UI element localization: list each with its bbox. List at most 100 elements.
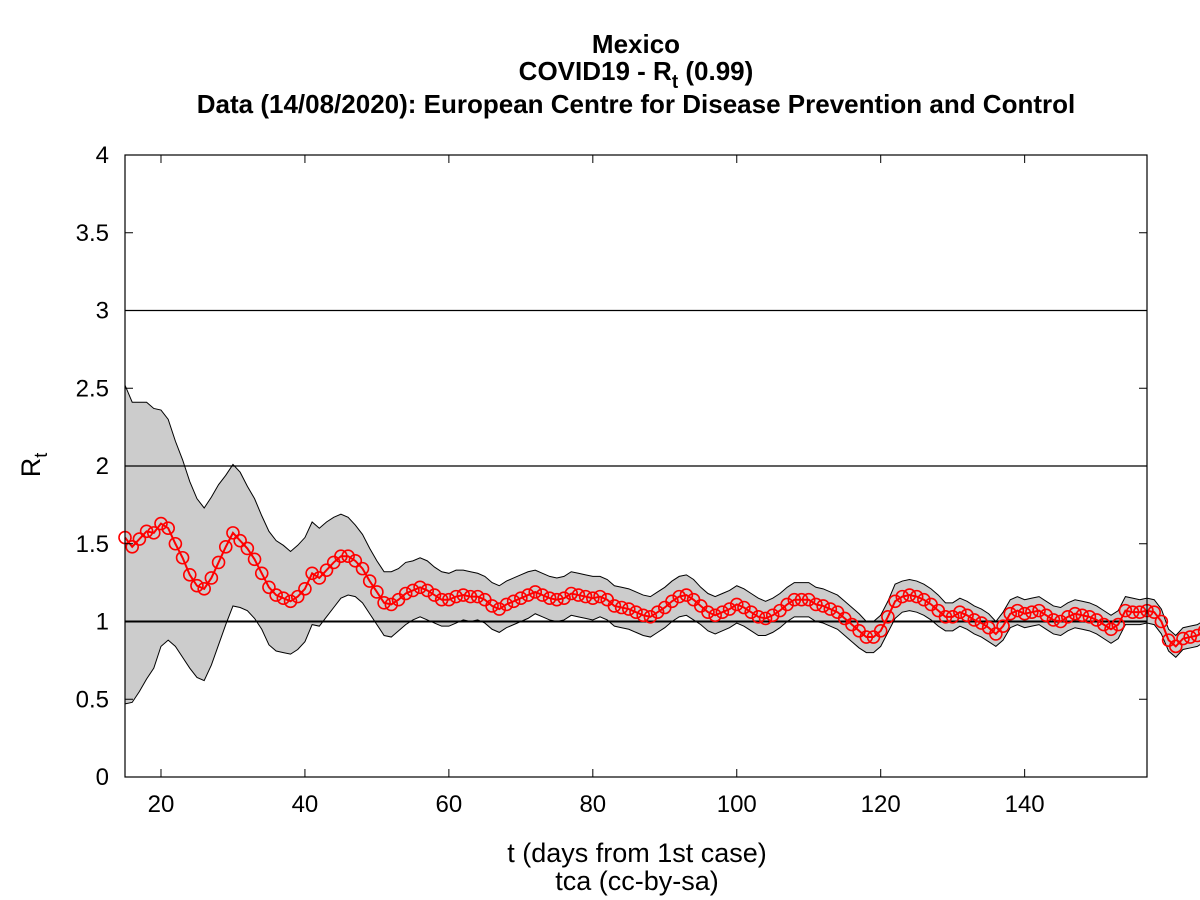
rt-point [485,599,499,613]
rt-point [1003,606,1018,621]
rt-point [629,605,643,619]
x-axis-label: t (days from 1st case) [507,838,767,868]
axes: 0 0.5 1 1.5 2 2.5 3 3.5 4 20 40 60 80 100 120 140 [76,142,1148,818]
rt-point [1097,617,1111,632]
rt-point [341,549,355,563]
rt-point [370,585,384,599]
chart-title-metric-prefix: COVID19 - R [519,56,672,86]
rt-point [211,555,226,570]
rt-point [442,592,456,607]
y-tick-label: 0.5 [76,686,109,713]
rt-point [564,586,579,601]
rt-point [1190,628,1200,643]
rt-point [945,610,960,624]
rt-point [362,574,377,588]
rt-point [1133,605,1147,619]
rt-point [1068,606,1082,621]
rt-point [290,589,305,604]
x-tick-label: 40 [292,791,319,818]
rt-point [715,605,730,619]
rt-point [967,613,982,627]
rt-point [859,630,874,644]
confidence-band [124,384,1200,705]
rt-point [816,599,830,613]
rt-point [1032,603,1046,618]
rt-point [254,566,269,581]
y-tick-label: 2.5 [76,375,109,402]
rt-point [355,561,370,576]
rt-point [125,540,139,554]
rt-point [1147,605,1161,619]
y-tick-label: 3 [96,298,109,325]
rt-point [1176,631,1190,646]
rt-point [1025,605,1039,619]
rt-point [765,608,780,623]
rt-point [974,616,989,630]
rt-point [384,597,399,612]
rt-point [233,533,247,548]
rt-point [132,532,147,546]
rt-point [146,526,161,540]
chart-credit: tca (cc-by-sa) [555,866,719,896]
rt-point [1197,625,1200,636]
y-axis-label: Rt [16,453,51,478]
y-tick-label: 2 [96,453,109,480]
chart-title-metric: COVID19 - Rt (0.99) [519,56,754,93]
rt-point [960,608,974,623]
x-tick-label: 100 [717,791,757,818]
x-tick-label: 120 [861,791,901,818]
rt-point [953,605,967,619]
chart-title-metric-subscript: t [672,72,679,93]
rt-point [550,592,564,607]
rt-point [938,610,953,624]
y-tick-label: 1.5 [76,531,109,558]
rt-point [787,592,802,607]
rt-point [996,619,1010,633]
rt-point [528,585,543,599]
rt-point [542,591,557,605]
chart-title-country: Mexico [592,29,680,59]
x-tick-label: 80 [579,791,606,818]
rt-point [413,580,427,595]
rt-point [881,610,895,624]
rt-point [578,589,593,604]
rt-point [247,552,262,567]
rt-point [737,600,751,615]
x-tick-label: 140 [1005,791,1045,818]
rt-point [434,592,449,607]
rt-point [758,611,773,626]
rt-point [650,605,665,619]
rt-point [909,589,924,604]
rt-point [809,597,823,612]
rt-point [298,582,312,596]
rt-point [535,588,550,602]
rt-point [902,588,917,602]
rt-point [154,516,168,531]
plot-area [118,309,1200,705]
rt-point [665,594,679,609]
y-tick-label: 0 [96,764,109,791]
rt-point [398,586,413,601]
rt-point [708,608,722,623]
rt-point [1104,622,1118,637]
rt-point [499,597,514,612]
rt-point [1111,617,1126,632]
y-tick-label: 1 [96,609,109,636]
chart-title-metric-suffix: (0.99) [678,56,753,86]
rt-point [269,588,283,602]
rt-point [1183,630,1197,644]
rt-point [614,600,629,615]
rt-point [823,602,838,616]
rt-series-line [124,522,1200,648]
rt-point [406,583,420,598]
rt-point [521,588,535,602]
rt-point [492,602,507,616]
rt-point [1082,610,1097,624]
rt-point [240,541,255,556]
rt-point [175,550,190,565]
y-axis-label-main: R [16,458,46,478]
rt-point [283,594,298,609]
rt-point [276,591,291,605]
